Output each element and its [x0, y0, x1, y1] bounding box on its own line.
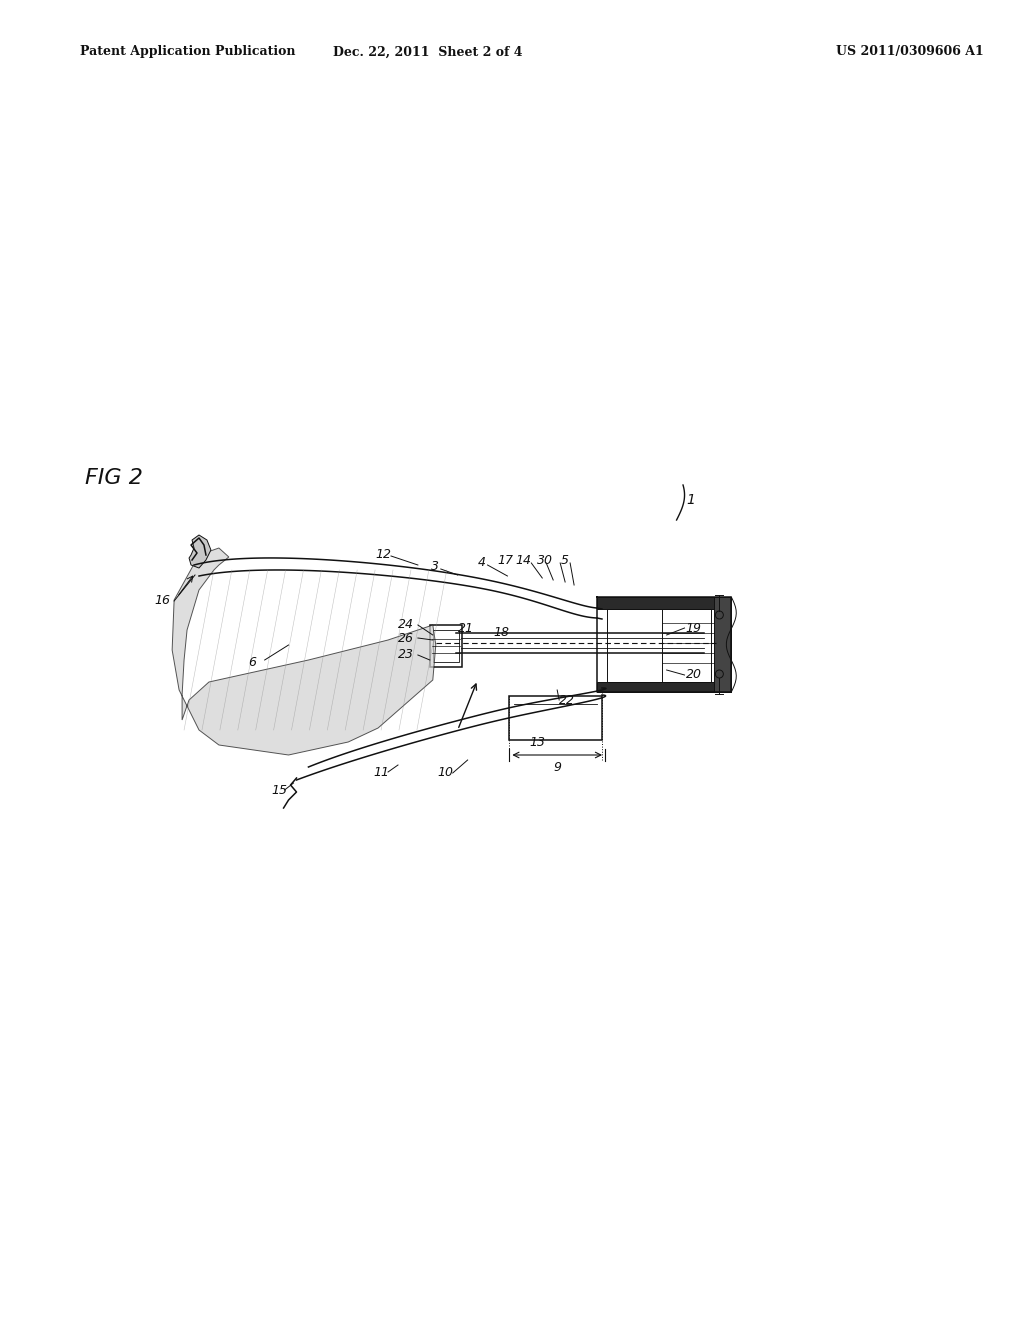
Polygon shape [715, 597, 731, 692]
Text: 5: 5 [561, 554, 569, 568]
Text: 9: 9 [553, 762, 561, 774]
Polygon shape [509, 696, 602, 741]
Text: 12: 12 [375, 548, 391, 561]
Text: Dec. 22, 2011  Sheet 2 of 4: Dec. 22, 2011 Sheet 2 of 4 [333, 45, 522, 58]
Text: 1: 1 [686, 492, 695, 507]
Text: 4: 4 [477, 557, 485, 569]
Text: 21: 21 [458, 622, 474, 635]
Text: 6: 6 [248, 656, 256, 668]
Text: 14: 14 [515, 554, 531, 568]
Text: 17: 17 [498, 554, 513, 568]
Text: 13: 13 [529, 737, 546, 750]
Polygon shape [597, 682, 731, 692]
Text: 3: 3 [431, 561, 439, 573]
Text: FIG 2: FIG 2 [85, 469, 142, 488]
Text: 11: 11 [373, 766, 389, 779]
Text: 30: 30 [538, 554, 553, 568]
Polygon shape [597, 597, 731, 609]
Polygon shape [430, 624, 462, 667]
Polygon shape [433, 630, 459, 663]
Text: 18: 18 [494, 626, 510, 639]
Text: US 2011/0309606 A1: US 2011/0309606 A1 [836, 45, 983, 58]
Text: 26: 26 [398, 631, 414, 644]
Text: 10: 10 [437, 767, 454, 780]
Text: Patent Application Publication: Patent Application Publication [80, 45, 295, 58]
Text: 19: 19 [685, 622, 701, 635]
Text: 22: 22 [559, 693, 575, 706]
Text: 20: 20 [685, 668, 701, 681]
Polygon shape [189, 535, 211, 568]
Text: 15: 15 [271, 784, 288, 796]
Text: 16: 16 [155, 594, 170, 607]
Text: 24: 24 [398, 619, 414, 631]
Text: 23: 23 [398, 648, 414, 661]
Polygon shape [172, 548, 436, 755]
